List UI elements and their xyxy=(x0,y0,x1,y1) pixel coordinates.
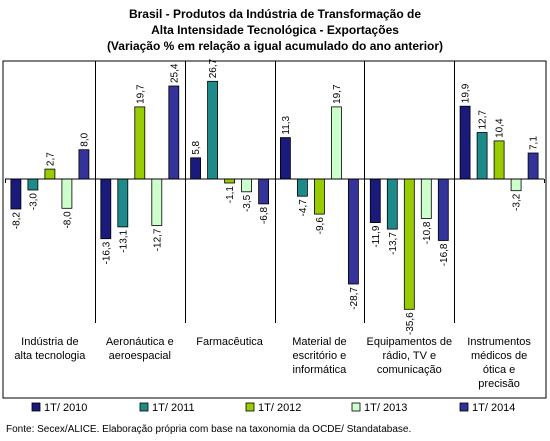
category-label: Equipamentos de xyxy=(366,336,452,348)
bar-1-2 xyxy=(100,178,112,240)
value-label: -4,7 xyxy=(298,199,309,217)
legend-swatch xyxy=(31,402,41,412)
value-label: -11,9 xyxy=(371,225,382,247)
bar-2-1 xyxy=(27,178,39,191)
value-label: 10,4 xyxy=(495,118,506,138)
bar-5-2 xyxy=(168,85,180,180)
bar-4-4 xyxy=(330,106,342,180)
value-label: -35,6 xyxy=(405,312,416,335)
bar-3-6 xyxy=(493,140,505,180)
value-label: 12,7 xyxy=(478,110,489,130)
bar-1-3 xyxy=(190,157,202,180)
bar-2-3 xyxy=(207,80,219,180)
category-label: aeroespacial xyxy=(109,350,171,362)
value-label: 25,4 xyxy=(169,63,180,83)
category-label: escritório e xyxy=(293,350,347,362)
chart-title-line-3: (Variação % em relação a igual acumulado… xyxy=(106,39,444,53)
category-label: ótica e xyxy=(483,364,515,376)
value-label: 19,9 xyxy=(461,83,472,103)
bar-3-2 xyxy=(134,106,146,180)
value-label: -28,7 xyxy=(349,287,360,310)
bar-5-5 xyxy=(437,178,449,241)
bar-2-6 xyxy=(476,132,488,180)
category-label: Farmacêutica xyxy=(196,336,264,348)
bar-3-5 xyxy=(403,178,415,310)
value-label: -10,8 xyxy=(422,221,433,244)
value-label: 26,7 xyxy=(208,58,219,78)
legend-swatch xyxy=(459,402,469,412)
legend-swatch xyxy=(139,402,149,412)
legend-label: 1T/ 2013 xyxy=(364,402,407,414)
bar-4-2 xyxy=(151,178,163,226)
category-label: precisão xyxy=(478,378,520,390)
bar-2-5 xyxy=(386,178,398,230)
bar-value-labels: -8,2 -16,3 5,8 11,3 -11,9 19,9 -3,0 -13,1 26,7 -4… xyxy=(11,58,539,335)
legend-swatch xyxy=(245,402,255,412)
plot-frame xyxy=(2,60,547,399)
bar-3-3 xyxy=(224,178,236,184)
value-label: 8,0 xyxy=(79,132,90,146)
legend-label: 1T/ 2014 xyxy=(472,402,515,414)
bar-5-4 xyxy=(347,178,359,285)
value-label: -6,8 xyxy=(259,206,270,224)
source-note: Fonte: Secex/ALICE. Elaboração própria c… xyxy=(6,424,412,435)
value-label: 19,7 xyxy=(135,84,146,104)
bar-1-4 xyxy=(279,137,291,180)
value-label: -13,7 xyxy=(388,232,399,255)
category-label: Aeronáutica e xyxy=(106,336,174,348)
bar-3-1 xyxy=(44,168,56,180)
value-label: -8,2 xyxy=(11,212,22,230)
value-label: -12,7 xyxy=(152,228,163,251)
bar-4-3 xyxy=(241,178,253,193)
value-label: 2,7 xyxy=(45,152,56,166)
bar-5-6 xyxy=(527,152,539,180)
chart-title-line-2: Alta Intensidade Tecnológica - Exportaçõ… xyxy=(151,23,399,37)
category-dividers xyxy=(5,61,545,323)
legend-label: 1T/ 2010 xyxy=(44,402,87,414)
value-label: -3,2 xyxy=(512,193,523,211)
category-label: alta tecnologia xyxy=(14,350,86,362)
value-label: -8,0 xyxy=(62,211,73,229)
legend-swatch xyxy=(351,402,361,412)
category-label: comunicação xyxy=(377,364,442,376)
category-label: rádio, TV e xyxy=(382,350,436,362)
value-label: -16,8 xyxy=(439,243,450,266)
legend-label: 1T/ 2012 xyxy=(258,402,301,414)
category-label: informática xyxy=(293,364,348,376)
bar-4-6 xyxy=(510,178,522,192)
value-label: -1,1 xyxy=(225,186,236,204)
bar-3-4 xyxy=(313,178,325,215)
bar-4-1 xyxy=(61,178,73,209)
value-label: -9,6 xyxy=(315,217,326,235)
category-label: Instrumentos xyxy=(467,336,531,348)
bar-1-5 xyxy=(369,178,381,223)
category-labels: Indústria de alta tecnologia Aeronáutica e… xyxy=(14,336,531,390)
value-label: 7,1 xyxy=(529,136,540,150)
value-label: 11,3 xyxy=(281,115,292,134)
value-label: 19,7 xyxy=(332,84,343,104)
bar-marks xyxy=(10,80,539,310)
bar-2-4 xyxy=(296,178,308,197)
value-label: -3,5 xyxy=(242,194,253,212)
legend: 1T/ 2010 1T/ 2011 1T/ 2012 1T/ 2013 1T/ 2014 xyxy=(31,402,515,414)
value-label: -13,1 xyxy=(118,229,129,252)
bar-1-6 xyxy=(459,105,471,180)
bar-2-2 xyxy=(117,178,129,228)
bar-1-1 xyxy=(10,178,22,210)
category-label: Material de xyxy=(292,336,346,348)
bar-5-1 xyxy=(78,149,90,180)
chart-title-line-1: Brasil - Produtos da Indústria de Transf… xyxy=(128,7,422,21)
value-label: 5,8 xyxy=(191,140,202,154)
category-label: Indústria de xyxy=(21,336,78,348)
value-label: -3,0 xyxy=(28,193,39,211)
bar-4-5 xyxy=(420,178,432,219)
value-label: -16,3 xyxy=(101,241,112,264)
legend-label: 1T/ 2011 xyxy=(152,402,195,414)
category-label: médicos de xyxy=(471,350,527,362)
bar-5-3 xyxy=(258,178,270,205)
